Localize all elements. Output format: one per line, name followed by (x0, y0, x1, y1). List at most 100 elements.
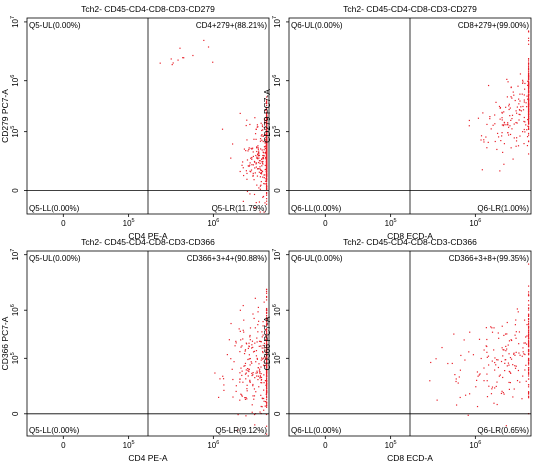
scatter-point (265, 193, 268, 195)
scatter-point (255, 163, 257, 165)
scatter-point (183, 57, 185, 59)
scatter-point (253, 388, 256, 390)
scatter-point (265, 328, 268, 331)
scatter-point (245, 124, 247, 127)
scatter-point (265, 380, 268, 382)
scatter-point (249, 170, 251, 172)
scatter-point (475, 386, 477, 388)
scatter-point (260, 345, 262, 347)
scatter-point (265, 117, 268, 119)
scatter-point (490, 326, 492, 328)
scatter-point (250, 147, 252, 150)
scatter-point (252, 175, 254, 177)
scatter-point (256, 157, 258, 159)
scatter-point (479, 373, 481, 375)
scatter-point (505, 350, 507, 352)
x-axis-label: CD8 ECD-A (387, 453, 433, 463)
scatter-point (232, 143, 234, 145)
scatter-point (242, 381, 244, 383)
scatter-point (265, 139, 268, 141)
scatter-point (262, 351, 264, 354)
scatter-point (503, 163, 505, 165)
scatter-point (264, 168, 266, 171)
scatter-point (519, 354, 521, 356)
y-tick-label: 0 (273, 411, 282, 416)
scatter-point (239, 351, 241, 353)
scatter-point (508, 105, 510, 107)
scatter-point (255, 166, 257, 168)
scatter-point (469, 331, 471, 333)
scatter-point (265, 399, 268, 401)
scatter-point (526, 144, 529, 147)
scatter-point (256, 146, 258, 148)
quadrant-label-lr: Q5-LR(9.12%) (215, 426, 267, 435)
scatter-point (265, 180, 268, 182)
scatter-point (265, 114, 268, 116)
scatter-point (527, 76, 530, 78)
scatter-point (527, 322, 530, 324)
scatter-point (507, 362, 510, 364)
scatter-point (522, 79, 524, 81)
scatter-point (265, 353, 268, 355)
scatter-point (265, 372, 268, 374)
scatter-point (244, 398, 247, 400)
scatter-point (246, 390, 248, 392)
scatter-point (265, 96, 268, 98)
scatter-point (513, 94, 515, 96)
scatter-point (265, 350, 267, 352)
scatter-point (494, 369, 496, 371)
scatter-point (260, 169, 262, 171)
scatter-point (265, 123, 268, 125)
scatter-point (240, 393, 242, 395)
scatter-point (261, 162, 264, 164)
scatter-point (257, 311, 259, 313)
y-tick-label: 0 (11, 411, 20, 416)
scatter-point (527, 90, 530, 93)
scatter-point (524, 342, 526, 344)
scatter-point (527, 120, 530, 122)
scatter-point (524, 353, 526, 356)
scatter-point (523, 353, 525, 355)
scatter-point (478, 374, 480, 376)
scatter-point (264, 120, 266, 122)
scatter-point (507, 132, 509, 134)
scatter-point (527, 97, 530, 99)
scatter-point (248, 345, 250, 347)
scatter-point (508, 108, 510, 111)
scatter-point (503, 124, 505, 126)
scatter-point (262, 196, 264, 198)
scatter-point (508, 340, 511, 342)
scatter-point (251, 404, 253, 406)
scatter-point (506, 78, 508, 80)
scatter-point (519, 73, 522, 75)
scatter-point (514, 367, 517, 369)
scatter-point (265, 135, 268, 137)
scatter-point (499, 374, 501, 376)
scatter-point (522, 131, 524, 133)
scatter-point (247, 375, 249, 377)
scatter-point (263, 146, 266, 148)
scatter-point (520, 110, 523, 112)
scatter-point (254, 207, 256, 209)
scatter-point (257, 367, 259, 369)
scatter-point (265, 158, 268, 160)
scatter-point (492, 124, 494, 126)
scatter-point (497, 366, 500, 369)
scatter-point (513, 123, 515, 125)
scatter-point (494, 357, 496, 359)
scatter-point (251, 372, 253, 375)
scatter-point (491, 331, 494, 333)
scatter-point (263, 177, 265, 179)
x-tick-label: 0 (323, 219, 328, 228)
scatter-point (457, 382, 459, 384)
scatter-point (256, 156, 258, 158)
scatter-point (265, 334, 267, 336)
scatter-point (483, 367, 485, 369)
scatter-point (435, 358, 437, 360)
scatter-point (218, 396, 220, 398)
scatter-point (261, 170, 264, 173)
scatter-point (262, 129, 264, 131)
scatter-point (265, 370, 268, 372)
scatter-point (265, 339, 267, 341)
scatter-point (527, 391, 530, 393)
